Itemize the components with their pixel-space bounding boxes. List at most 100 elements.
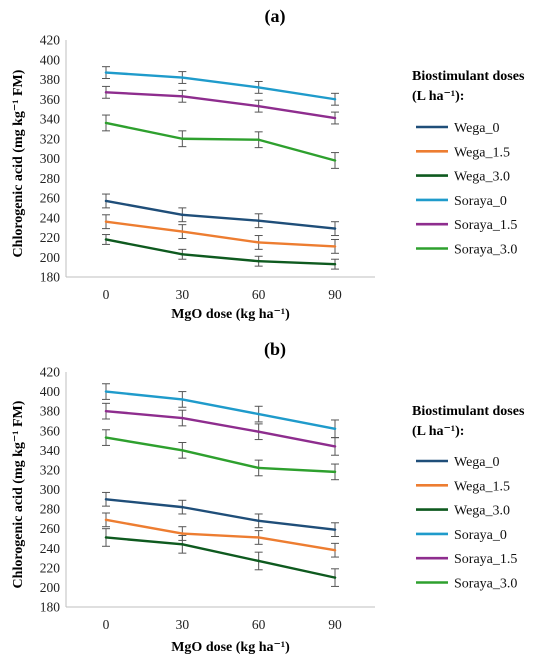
x-tick-label: 0 bbox=[103, 617, 110, 632]
data-point bbox=[333, 576, 337, 579]
y-tick-label: 300 bbox=[40, 151, 61, 166]
legend-label: Soraya_0 bbox=[454, 194, 507, 209]
data-point bbox=[181, 416, 184, 420]
data-point bbox=[333, 528, 337, 531]
series-Wega_3.0 bbox=[102, 234, 339, 270]
series-line-segment bbox=[257, 241, 337, 248]
series-line-segment bbox=[181, 449, 260, 470]
series-line-segment bbox=[104, 220, 184, 233]
data-point bbox=[181, 213, 184, 216]
x-tick-label: 30 bbox=[176, 287, 190, 302]
data-point bbox=[333, 427, 337, 430]
legend-label: Wega_3.0 bbox=[454, 170, 510, 185]
series-line-segment bbox=[104, 536, 184, 546]
series-line-segment bbox=[181, 532, 260, 539]
y-tick-label: 340 bbox=[40, 443, 61, 458]
chart-panel-b: (b)1802002202402602803003203403603804004… bbox=[11, 339, 525, 655]
legend-label: Wega_1.5 bbox=[454, 145, 510, 160]
data-point bbox=[257, 86, 260, 89]
series-line-segment bbox=[181, 416, 260, 433]
data-point bbox=[181, 253, 184, 256]
series-line-segment bbox=[257, 219, 337, 230]
series-line-segment bbox=[257, 86, 337, 101]
series-Wega_3.0 bbox=[102, 528, 339, 587]
data-point bbox=[333, 98, 337, 101]
data-point bbox=[257, 466, 260, 470]
y-tick-label: 420 bbox=[40, 365, 61, 380]
series-line-segment bbox=[181, 76, 260, 89]
data-point bbox=[257, 430, 260, 433]
y-tick-label: 260 bbox=[40, 191, 61, 206]
y-tick-label: 400 bbox=[40, 384, 61, 399]
data-point bbox=[181, 137, 184, 140]
data-point bbox=[104, 409, 108, 413]
data-point bbox=[181, 398, 184, 401]
series-Soraya_0 bbox=[102, 383, 339, 439]
data-point bbox=[257, 104, 260, 108]
data-point bbox=[257, 241, 260, 244]
data-point bbox=[104, 71, 108, 74]
series-line-segment bbox=[104, 199, 184, 216]
data-point bbox=[257, 219, 260, 222]
legend-label: Soraya_3.0 bbox=[454, 243, 517, 258]
data-point bbox=[104, 121, 108, 125]
data-point bbox=[333, 245, 337, 248]
data-point bbox=[333, 445, 337, 448]
y-tick-label: 380 bbox=[40, 72, 61, 87]
y-tick-label: 360 bbox=[40, 92, 61, 107]
data-point bbox=[181, 532, 184, 535]
y-tick-label: 380 bbox=[40, 404, 61, 419]
series-line-segment bbox=[181, 213, 260, 222]
series-Soraya_0 bbox=[102, 66, 339, 106]
y-tick-label: 400 bbox=[40, 52, 61, 67]
data-point bbox=[333, 116, 337, 120]
x-axis-label: MgO dose (kg ha⁻¹) bbox=[171, 307, 290, 322]
y-tick-label: 240 bbox=[40, 210, 61, 225]
series-Soraya_1.5 bbox=[102, 402, 339, 456]
data-point bbox=[104, 518, 108, 522]
legend: Biostimulant doses (L ha⁻¹): Wega_0 Wega_1.… bbox=[412, 69, 525, 258]
series-line-segment bbox=[104, 518, 184, 535]
data-point bbox=[257, 536, 260, 539]
x-tick-label: 90 bbox=[328, 617, 342, 632]
data-point bbox=[181, 95, 184, 98]
data-point bbox=[257, 412, 260, 416]
legend-label: Wega_0 bbox=[454, 455, 500, 470]
legend-title: Biostimulant doses bbox=[412, 404, 525, 419]
legend-title: (L ha⁻¹): bbox=[412, 424, 464, 439]
series-Wega_0 bbox=[102, 491, 339, 537]
data-point bbox=[257, 559, 260, 563]
data-point bbox=[181, 543, 184, 546]
series-line-segment bbox=[181, 95, 260, 108]
data-point bbox=[104, 91, 108, 94]
data-point bbox=[104, 238, 108, 241]
x-tick-label: 0 bbox=[103, 287, 110, 302]
series-line-segment bbox=[257, 412, 337, 430]
series-line-segment bbox=[257, 519, 337, 531]
series-line-segment bbox=[104, 390, 184, 401]
series-Wega_1.5 bbox=[102, 214, 339, 254]
series-Soraya_3.0 bbox=[102, 114, 339, 169]
y-tick-label: 200 bbox=[40, 580, 61, 595]
series-Soraya_1.5 bbox=[102, 85, 339, 125]
legend-title: (L ha⁻¹): bbox=[412, 89, 464, 104]
legend-label: Soraya_0 bbox=[454, 528, 507, 543]
y-tick-label: 320 bbox=[40, 131, 61, 146]
series-line-segment bbox=[257, 559, 337, 579]
y-tick-label: 200 bbox=[40, 250, 61, 265]
series-line-segment bbox=[181, 230, 260, 244]
data-point bbox=[104, 390, 108, 393]
x-tick-label: 90 bbox=[328, 287, 342, 302]
data-point bbox=[333, 159, 337, 162]
data-point bbox=[257, 260, 260, 263]
series-line-segment bbox=[104, 436, 184, 452]
y-tick-label: 420 bbox=[40, 33, 61, 48]
data-point bbox=[333, 262, 337, 266]
data-point bbox=[181, 230, 184, 233]
data-point bbox=[104, 199, 108, 203]
series-line-segment bbox=[257, 430, 337, 448]
data-point bbox=[104, 498, 108, 501]
y-tick-label: 340 bbox=[40, 112, 61, 127]
series-Wega_0 bbox=[102, 193, 339, 237]
